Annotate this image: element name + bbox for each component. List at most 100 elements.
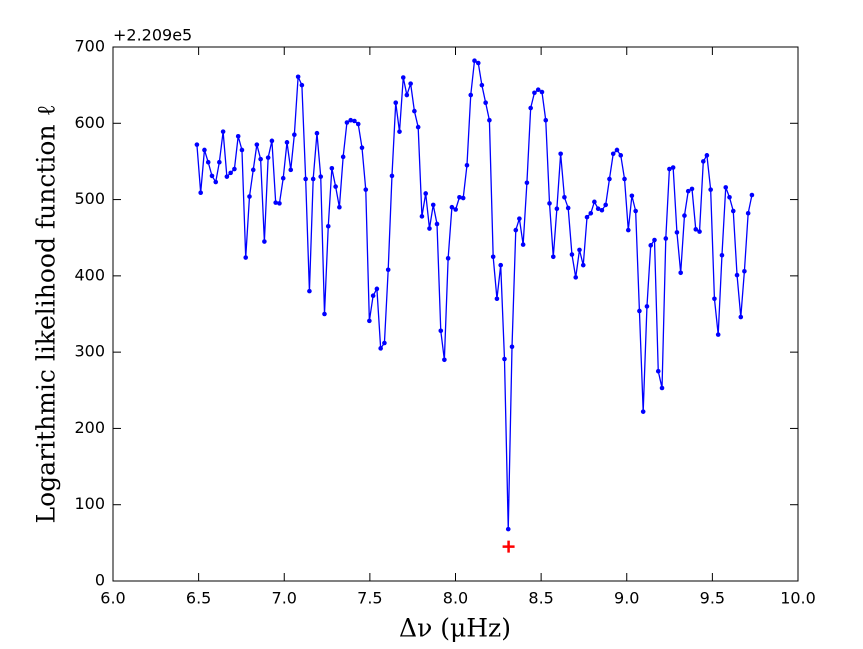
data-point bbox=[359, 145, 365, 150]
y-tick-label: 300 bbox=[74, 342, 105, 361]
data-point bbox=[217, 159, 222, 165]
data-point bbox=[408, 81, 413, 86]
data-point bbox=[520, 242, 526, 247]
data-point bbox=[303, 176, 308, 182]
data-point bbox=[397, 129, 402, 134]
data-point bbox=[258, 156, 263, 162]
data-point bbox=[483, 100, 488, 105]
data-point bbox=[528, 105, 533, 111]
data-point bbox=[464, 162, 470, 168]
data-point bbox=[715, 332, 721, 337]
data-point bbox=[393, 100, 399, 105]
data-point bbox=[543, 117, 549, 123]
data-point bbox=[565, 205, 571, 211]
data-point bbox=[442, 357, 447, 363]
data-point bbox=[685, 188, 691, 194]
data-point bbox=[749, 192, 755, 198]
data-point bbox=[670, 165, 676, 170]
data-point bbox=[524, 180, 530, 186]
data-point bbox=[629, 193, 635, 199]
data-point bbox=[250, 167, 256, 173]
data-point bbox=[704, 153, 710, 158]
data-point bbox=[475, 60, 481, 66]
data-point bbox=[412, 108, 417, 114]
data-point bbox=[599, 207, 605, 213]
offset-text: +2.209e5 bbox=[113, 26, 192, 45]
data-point bbox=[487, 117, 492, 123]
data-point bbox=[292, 132, 297, 138]
data-point bbox=[723, 185, 729, 190]
data-point bbox=[517, 216, 522, 221]
data-point bbox=[340, 154, 346, 160]
data-point bbox=[569, 252, 575, 257]
data-point bbox=[468, 92, 474, 98]
data-point bbox=[228, 170, 233, 176]
data-point bbox=[220, 129, 226, 134]
data-point bbox=[730, 208, 736, 214]
data-point bbox=[674, 230, 680, 235]
data-point bbox=[712, 296, 717, 302]
data-point bbox=[438, 328, 444, 334]
data-point bbox=[460, 195, 466, 201]
x-tick-label: 6.0 bbox=[100, 589, 125, 608]
y-tick-label: 500 bbox=[74, 189, 105, 208]
data-point bbox=[322, 311, 327, 317]
data-point bbox=[224, 174, 230, 179]
data-point bbox=[625, 227, 631, 233]
data-point bbox=[472, 58, 477, 64]
data-point bbox=[663, 236, 669, 241]
x-axis-label: Δν (μHz) bbox=[399, 614, 511, 643]
data-point bbox=[700, 159, 706, 164]
data-point bbox=[205, 159, 211, 165]
data-point bbox=[667, 166, 672, 172]
x-tick-label: 9.0 bbox=[614, 589, 639, 608]
data-point bbox=[550, 254, 556, 260]
data-point bbox=[693, 227, 699, 232]
data-point bbox=[633, 208, 638, 214]
data-point bbox=[734, 272, 740, 278]
data-point bbox=[697, 229, 702, 234]
data-point bbox=[400, 75, 406, 80]
data-point bbox=[494, 296, 500, 302]
y-tick-label: 0 bbox=[95, 571, 105, 590]
data-point bbox=[280, 175, 286, 181]
data-point bbox=[239, 147, 245, 153]
data-point bbox=[742, 268, 747, 274]
data-point bbox=[457, 194, 462, 200]
data-point bbox=[659, 385, 665, 391]
data-point bbox=[213, 179, 219, 185]
data-point bbox=[618, 153, 624, 158]
data-point bbox=[209, 173, 215, 179]
data-point bbox=[539, 89, 545, 95]
x-tick-label: 8.5 bbox=[528, 589, 553, 608]
x-tick-label: 7.5 bbox=[357, 589, 382, 608]
data-point bbox=[318, 174, 324, 179]
data-point bbox=[584, 214, 590, 220]
data-point bbox=[558, 151, 563, 157]
plus bbox=[502, 540, 515, 553]
data-point bbox=[288, 167, 294, 173]
data-point bbox=[370, 293, 376, 298]
data-point bbox=[603, 202, 608, 208]
data-point bbox=[378, 346, 383, 351]
y-tick-label: 200 bbox=[74, 418, 105, 437]
data-point bbox=[310, 176, 316, 182]
data-point bbox=[337, 204, 342, 210]
data-point bbox=[198, 190, 203, 196]
data-point bbox=[644, 304, 650, 309]
data-point bbox=[554, 206, 560, 212]
data-point bbox=[385, 267, 391, 273]
data-point bbox=[307, 288, 312, 294]
min-marker bbox=[502, 540, 515, 553]
data-point bbox=[427, 226, 432, 231]
data-point bbox=[363, 187, 369, 192]
data-point bbox=[577, 247, 582, 253]
data-point bbox=[325, 223, 331, 229]
data-point bbox=[277, 201, 282, 206]
x-tick-label: 9.5 bbox=[700, 589, 725, 608]
data-point bbox=[299, 82, 305, 88]
y-tick-label: 400 bbox=[74, 265, 105, 284]
data-point bbox=[655, 368, 661, 374]
data-point bbox=[535, 87, 541, 93]
